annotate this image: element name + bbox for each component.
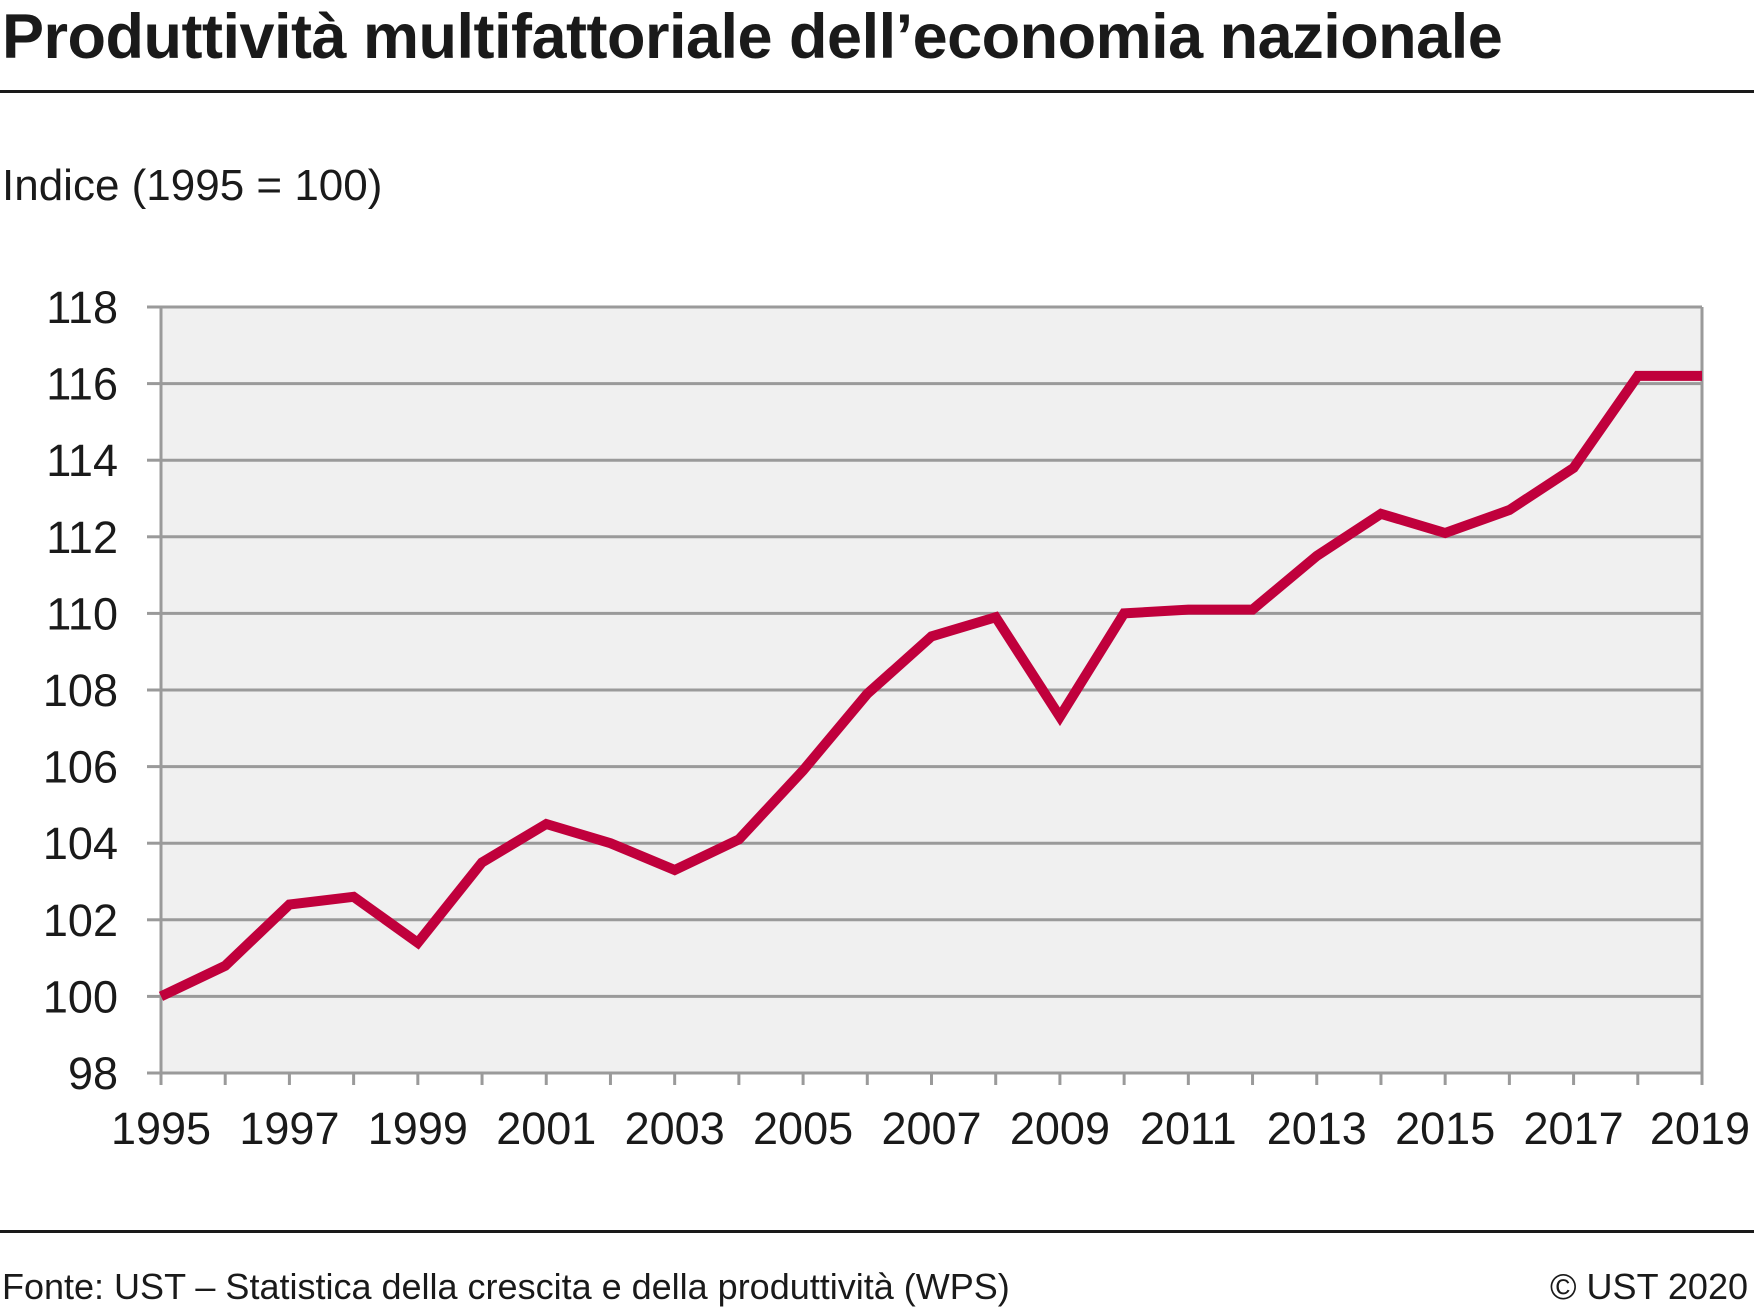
- x-tick-label: 2015: [1395, 1103, 1495, 1154]
- x-axis-tick-labels: 1995 1997 1999 2001 2003 2005 2007 2009 2011 2013…: [111, 1103, 1750, 1154]
- y-tick-label: 100: [43, 971, 118, 1022]
- series-layer: [158, 370, 1702, 1001]
- y-axis-tick-labels: 98 100 102 104 106 108 110 112 114 116 118: [43, 282, 118, 1099]
- y-tick-label: 98: [68, 1048, 118, 1099]
- source-note: Fonte: UST – Statistica della crescita e…: [2, 1266, 1010, 1307]
- x-tick-label: 1999: [368, 1103, 468, 1154]
- y-tick-label: 106: [43, 742, 118, 793]
- y-tick-label: 102: [43, 895, 118, 946]
- x-tick-label: 2013: [1267, 1103, 1367, 1154]
- y-tick-label: 110: [46, 588, 118, 639]
- x-axis-ticks: [159, 1073, 1704, 1085]
- y-tick-label: 112: [46, 512, 118, 563]
- x-tick-label: 2017: [1524, 1103, 1624, 1154]
- y-tick-label: 116: [46, 359, 118, 410]
- x-tick-label: 2009: [1010, 1103, 1110, 1154]
- y-tick-label: 104: [43, 818, 118, 869]
- x-tick-label: 2019: [1650, 1103, 1750, 1154]
- series-line: [158, 370, 1702, 1001]
- y-tick-label: 114: [46, 435, 118, 486]
- chart-title: Produttività multifattoriale dell’econom…: [2, 2, 1503, 72]
- x-tick-label: 2003: [625, 1103, 725, 1154]
- x-tick-label: 2007: [881, 1103, 981, 1154]
- footer-rule: [0, 1230, 1754, 1233]
- y-axis-unit-label: Indice (1995 = 100): [2, 161, 383, 210]
- x-tick-label: 2011: [1140, 1103, 1237, 1154]
- x-tick-label: 2005: [753, 1103, 853, 1154]
- x-tick-label: 2001: [496, 1103, 596, 1154]
- copyright-note: © UST 2020: [1550, 1266, 1748, 1307]
- plot-frame: [159, 307, 1704, 1073]
- y-tick-label: 118: [46, 282, 118, 333]
- title-rule: [0, 90, 1754, 93]
- y-tick-label: 108: [43, 665, 118, 716]
- x-tick-label: 1997: [239, 1103, 339, 1154]
- x-tick-label: 1995: [111, 1103, 211, 1154]
